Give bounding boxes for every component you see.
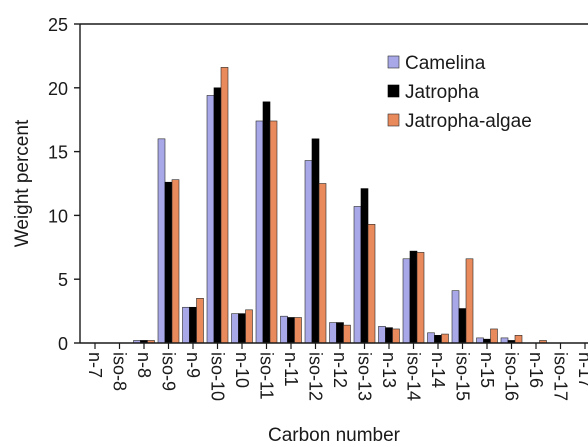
x-tick-label-iso-13: iso-13 — [355, 352, 375, 401]
x-axis-title: Carbon number — [268, 425, 401, 446]
legend-swatch-jatropha-algae — [387, 113, 400, 127]
bar-jatropha-iso-14 — [409, 250, 418, 344]
bar-jatropha-iso-10 — [213, 87, 222, 344]
y-tick-label: 25 — [48, 15, 68, 35]
bar-jatropha-algae-iso-16 — [514, 335, 523, 344]
legend-swatch-jatropha — [387, 84, 400, 98]
bar-jatropha-iso-11 — [262, 101, 271, 344]
legend: Camelina Jatropha Jatropha-algae — [387, 53, 532, 132]
bar-jatropha-algae-iso-14 — [416, 252, 425, 344]
bar-jatropha-n-12 — [336, 322, 344, 344]
x-tick-label-n-7: n-7 — [85, 352, 105, 378]
bar-camelina-n-13 — [378, 326, 386, 344]
bar-camelina-iso-13 — [353, 206, 362, 344]
x-tick-label-iso-17: iso-17 — [551, 352, 571, 401]
x-tick-label-n-16: n-16 — [526, 352, 546, 388]
bar-camelina-n-14 — [427, 332, 435, 344]
bar-jatropha-algae-n-15 — [490, 328, 498, 344]
bar-jatropha-algae-iso-13 — [367, 224, 376, 344]
legend-swatch-camelina — [387, 55, 400, 69]
x-tick-label-n-10: n-10 — [232, 352, 252, 388]
bar-jatropha-algae-iso-9 — [171, 179, 180, 344]
bar-jatropha-algae-n-12 — [343, 324, 351, 344]
y-tick-label: 10 — [48, 206, 68, 226]
x-tick-label-n-9: n-9 — [183, 352, 203, 378]
y-tick-label: 0 — [58, 334, 68, 354]
bar-jatropha-algae-iso-12 — [318, 183, 327, 344]
bar-jatropha-algae-n-13 — [392, 328, 400, 344]
x-tick-label-iso-11: iso-11 — [257, 352, 277, 400]
y-axis-title: Weight percent — [12, 119, 33, 247]
bar-jatropha-algae-iso-10 — [220, 67, 229, 344]
bar-jatropha-n-9 — [189, 306, 197, 344]
bar-camelina-n-10 — [231, 313, 239, 344]
bar-jatropha-algae-n-11 — [294, 317, 302, 344]
y-tick-label: 5 — [58, 270, 68, 290]
bar-jatropha-n-13 — [385, 327, 393, 344]
bar-jatropha-n-14 — [434, 335, 442, 344]
bar-jatropha-iso-15 — [458, 308, 467, 344]
x-tick-label-n-15: n-15 — [477, 352, 497, 388]
bar-series-group — [133, 67, 547, 344]
x-tick-label-iso-8: iso-8 — [110, 352, 130, 391]
x-tick-label-n-13: n-13 — [379, 352, 399, 388]
legend-label-jatropha-algae: Jatropha-algae — [405, 111, 532, 132]
bar-camelina-n-15 — [476, 337, 484, 344]
bar-jatropha-iso-13 — [360, 188, 369, 344]
bar-jatropha-n-10 — [238, 313, 246, 344]
bar-camelina-n-9 — [182, 306, 190, 344]
bar-jatropha-algae-iso-11 — [269, 120, 278, 344]
x-axis-ticks: n-7 iso-8 n-8 iso-9 n-9 iso-10 n-10 iso-11 n-11 i… — [85, 343, 588, 401]
bar-jatropha-iso-12 — [311, 138, 320, 344]
bar-jatropha-algae-iso-15 — [465, 258, 474, 344]
x-tick-label-iso-9: iso-9 — [159, 352, 179, 391]
x-tick-label-iso-14: iso-14 — [404, 352, 424, 401]
x-tick-label-n-8: n-8 — [134, 352, 154, 378]
bar-camelina-iso-14 — [402, 258, 411, 344]
x-tick-label-n-14: n-14 — [428, 352, 448, 388]
bar-camelina-iso-12 — [304, 160, 313, 344]
x-tick-label-iso-15: iso-15 — [453, 352, 473, 401]
y-tick-label: 20 — [48, 79, 68, 99]
bar-camelina-n-11 — [280, 315, 288, 344]
legend-label-camelina: Camelina — [405, 53, 486, 74]
bar-jatropha-algae-n-9 — [196, 298, 204, 344]
x-tick-label-iso-10: iso-10 — [208, 352, 228, 401]
x-tick-label-n-12: n-12 — [330, 352, 350, 388]
y-tick-label: 15 — [48, 143, 68, 163]
x-tick-label-n-11: n-11 — [281, 352, 301, 387]
bar-camelina-iso-9 — [157, 138, 166, 344]
bar-camelina-iso-15 — [451, 290, 460, 344]
bar-jatropha-algae-n-14 — [441, 333, 449, 344]
legend-label-jatropha: Jatropha — [405, 82, 479, 103]
bar-camelina-iso-11 — [255, 120, 264, 344]
bar-jatropha-iso-9 — [164, 181, 173, 344]
bar-jatropha-n-11 — [287, 317, 295, 344]
bar-camelina-iso-16 — [500, 337, 509, 344]
bar-camelina-n-12 — [329, 322, 337, 344]
x-tick-label-iso-16: iso-16 — [502, 352, 522, 401]
x-tick-label-n-17: n-17 — [575, 352, 588, 388]
bar-camelina-iso-10 — [206, 95, 215, 344]
y-axis-ticks: 0 5 10 15 20 25 — [48, 15, 80, 354]
x-tick-label-iso-12: iso-12 — [306, 352, 326, 401]
bar-jatropha-algae-n-10 — [245, 309, 253, 344]
